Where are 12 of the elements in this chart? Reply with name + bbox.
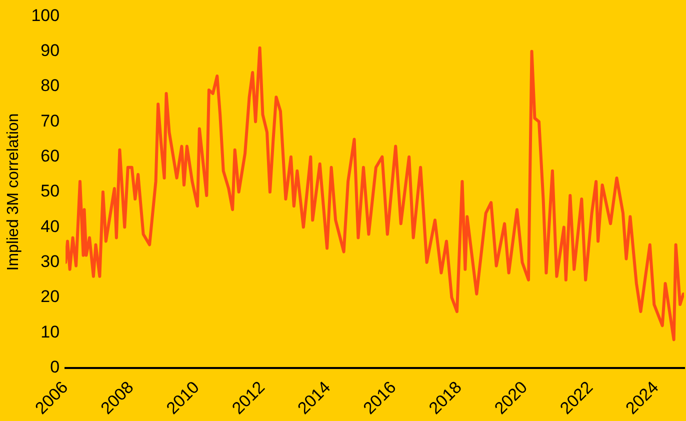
y-tick-label: 90: [40, 41, 60, 60]
y-tick-label: 30: [40, 252, 60, 272]
y-tick-label: 10: [40, 322, 60, 342]
y-tick-label: 40: [40, 216, 60, 236]
y-tick-label: 80: [40, 76, 60, 96]
y-tick-label: 60: [40, 146, 60, 166]
y-tick-label: 70: [40, 111, 60, 130]
y-tick-label: 0: [50, 358, 60, 377]
y-axis-title: Implied 3M correlation: [5, 113, 22, 271]
y-tick-label: 100: [31, 6, 60, 25]
y-tick-label: 20: [40, 287, 60, 306]
y-tick-label: 50: [40, 182, 60, 201]
